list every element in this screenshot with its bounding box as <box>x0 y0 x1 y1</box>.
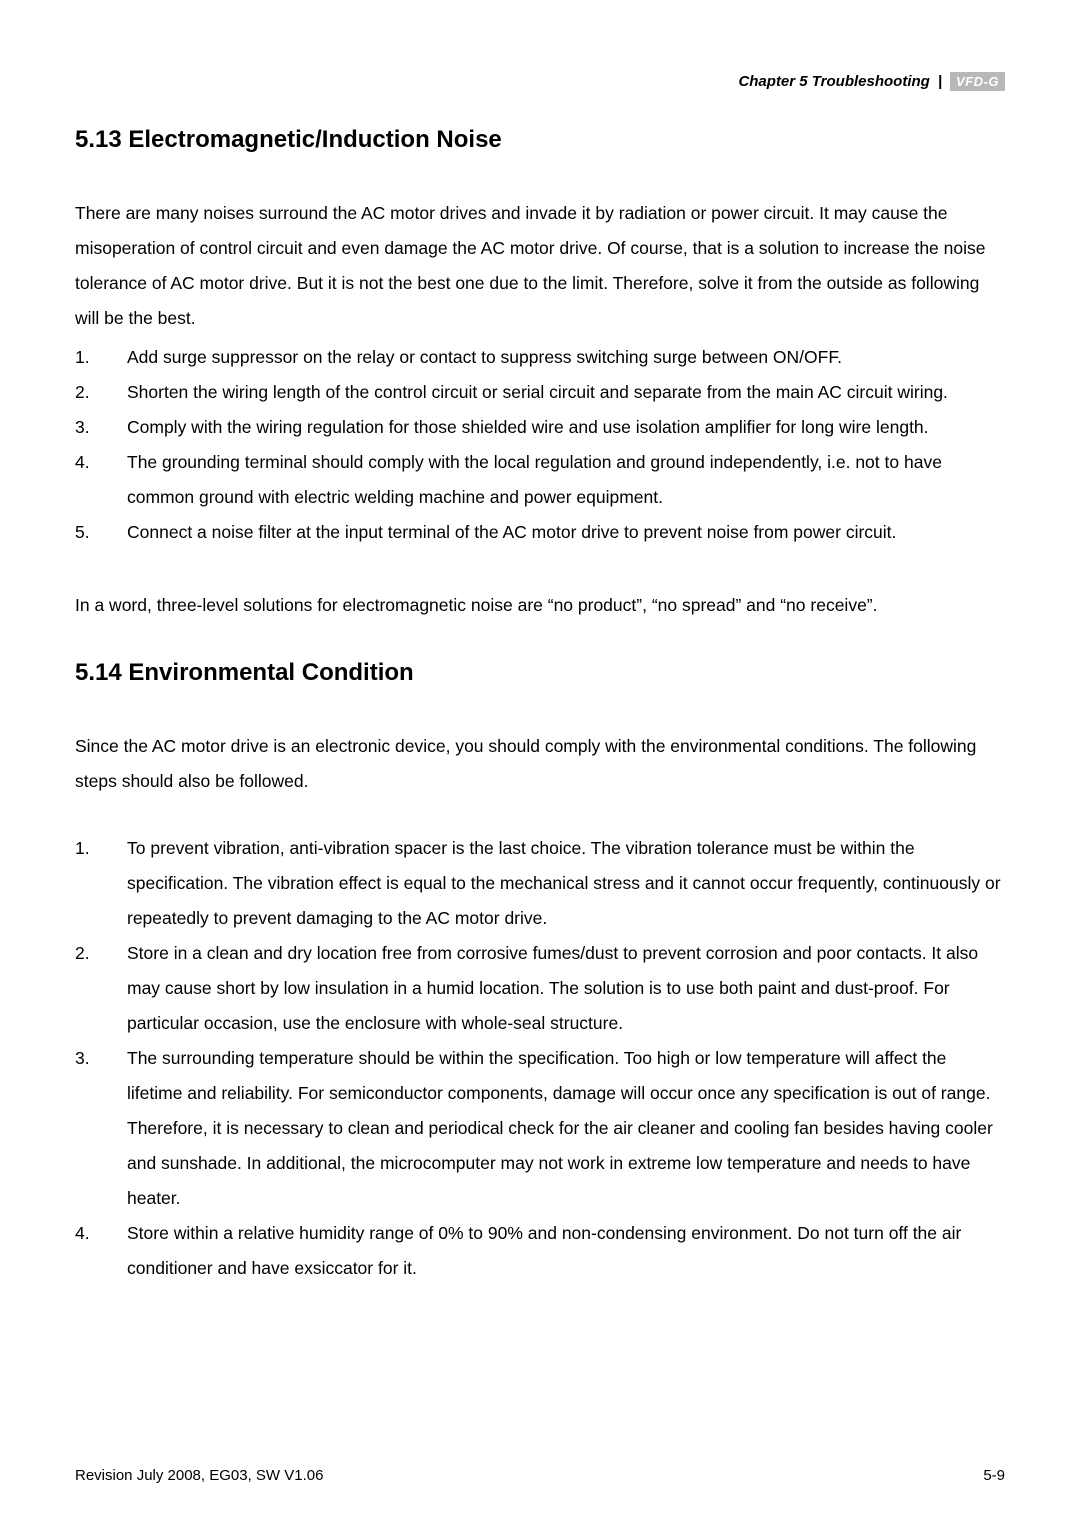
section-heading-513: 5.13 Electromagnetic/Induction Noise <box>75 126 1005 154</box>
list-item: Connect a noise filter at the input term… <box>75 515 1005 550</box>
list-item: Store within a relative humidity range o… <box>75 1216 1005 1286</box>
footer-page-number: 5-9 <box>983 1467 1005 1484</box>
list-item: To prevent vibration, anti-vibration spa… <box>75 831 1005 936</box>
list-item: Comply with the wiring regulation for th… <box>75 410 1005 445</box>
product-badge: VFD-G <box>950 72 1005 91</box>
page-header: Chapter 5 Troubleshooting | VFD-G <box>75 72 1005 91</box>
section-514-list: To prevent vibration, anti-vibration spa… <box>75 831 1005 1286</box>
list-item: Shorten the wiring length of the control… <box>75 375 1005 410</box>
section-513-intro: There are many noises surround the AC mo… <box>75 196 1005 336</box>
list-item: Store in a clean and dry location free f… <box>75 936 1005 1041</box>
section-513-list: Add surge suppressor on the relay or con… <box>75 340 1005 550</box>
header-separator: | <box>938 73 942 90</box>
page-footer: Revision July 2008, EG03, SW V1.06 5-9 <box>75 1467 1005 1484</box>
section-513-outro: In a word, three-level solutions for ele… <box>75 588 1005 623</box>
section-514-intro: Since the AC motor drive is an electroni… <box>75 729 1005 799</box>
chapter-label: Chapter 5 Troubleshooting <box>738 73 929 90</box>
list-item: The surrounding temperature should be wi… <box>75 1041 1005 1216</box>
footer-revision: Revision July 2008, EG03, SW V1.06 <box>75 1467 323 1484</box>
section-heading-514: 5.14 Environmental Condition <box>75 659 1005 687</box>
list-item: The grounding terminal should comply wit… <box>75 445 1005 515</box>
list-item: Add surge suppressor on the relay or con… <box>75 340 1005 375</box>
